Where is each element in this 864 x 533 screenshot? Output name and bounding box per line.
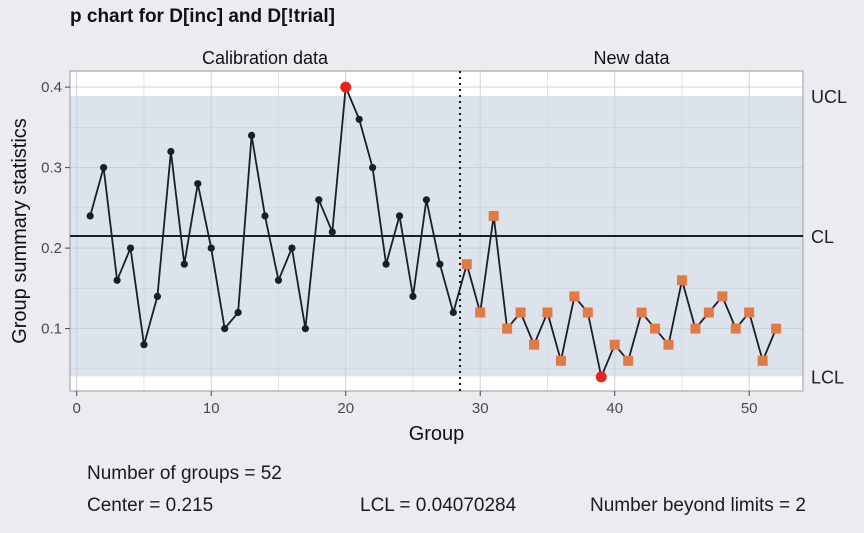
x-tick-label: 20 — [337, 400, 354, 417]
calibration-point — [301, 325, 309, 333]
new-data-point — [744, 307, 755, 318]
calibration-point — [180, 260, 188, 268]
stat-number-of-groups: Number of groups = 52 — [87, 463, 282, 484]
new-data-point — [730, 323, 741, 334]
calibration-point — [422, 196, 431, 204]
calibration-point — [194, 180, 202, 188]
new-data-point — [663, 339, 674, 350]
beyond-limit-point — [340, 81, 352, 93]
new-data-point — [717, 291, 728, 302]
x-tick-label: 50 — [741, 400, 758, 417]
calibration-point — [207, 244, 215, 252]
x-tick-label: 0 — [73, 400, 81, 417]
y-tick-label: 0.4 — [41, 79, 62, 96]
calibration-point — [247, 131, 256, 140]
calibration-point — [369, 164, 377, 172]
y-tick-label: 0.3 — [41, 160, 62, 177]
stat-lcl: LCL = 0.04070284 — [360, 495, 517, 516]
calibration-point — [113, 276, 121, 284]
new-data-point — [609, 339, 620, 350]
calibration-point — [395, 212, 404, 220]
calibration-point — [234, 308, 242, 317]
new-data-point — [488, 210, 499, 221]
calibration-point — [436, 260, 444, 268]
new-data-point — [771, 323, 782, 334]
chart-title: p chart for D[inc] and D[!trial] — [70, 6, 335, 27]
new-data-point — [529, 339, 540, 350]
calibration-point — [449, 308, 457, 317]
new-data-point — [475, 307, 486, 318]
lcl-label: LCL — [811, 367, 844, 387]
new-data-point — [676, 275, 687, 286]
new-data-point — [650, 323, 661, 334]
y-axis-label: Group summary statistics — [9, 118, 31, 344]
plot-border — [69, 70, 804, 392]
ucl-label: UCL — [811, 87, 847, 107]
new-data-point — [690, 323, 701, 334]
new-data-point — [569, 291, 580, 302]
calibration-point — [100, 164, 108, 172]
stat-center: Center = 0.215 — [87, 495, 214, 516]
y-tick-label: 0.2 — [41, 240, 62, 257]
calibration-point — [288, 244, 296, 252]
section-label-calibration: Calibration data — [202, 48, 329, 68]
calibration-point — [315, 196, 323, 204]
x-tick-label: 10 — [203, 400, 220, 417]
calibration-point — [409, 292, 417, 301]
new-data-point — [555, 355, 566, 366]
calibration-point — [274, 276, 283, 284]
calibration-point — [328, 228, 336, 236]
x-tick-label: 30 — [472, 400, 489, 417]
x-axis-label: Group — [409, 423, 465, 445]
section-label-new: New data — [593, 48, 670, 68]
calibration-point — [86, 212, 94, 220]
y-tick-label: 0.1 — [41, 321, 62, 338]
new-data-point — [623, 355, 634, 366]
new-data-point — [461, 259, 472, 270]
calibration-point — [355, 115, 363, 123]
beyond-limit-point — [595, 371, 607, 383]
cl-label: CL — [811, 227, 834, 247]
calibration-point — [167, 147, 175, 156]
new-data-point — [757, 355, 768, 366]
x-tick-label: 40 — [606, 400, 623, 417]
calibration-point — [126, 244, 135, 252]
new-data-point — [582, 307, 593, 318]
stat-beyond-limits: Number beyond limits = 2 — [590, 495, 806, 516]
new-data-point — [636, 307, 647, 318]
calibration-point — [382, 260, 390, 268]
new-data-point — [542, 307, 553, 318]
new-data-point — [515, 307, 526, 318]
calibration-point — [261, 212, 269, 220]
new-data-point — [502, 323, 513, 334]
calibration-point — [221, 325, 229, 333]
data-line — [89, 86, 777, 380]
calibration-point — [140, 341, 148, 349]
new-data-point — [703, 307, 714, 318]
calibration-point — [153, 292, 162, 301]
